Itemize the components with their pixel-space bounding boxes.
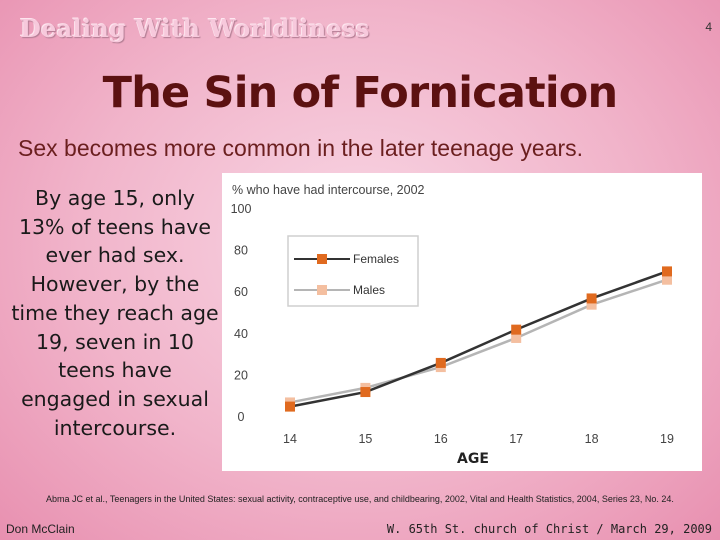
series-line <box>289 270 668 408</box>
page-number: 4 <box>705 20 712 34</box>
data-point <box>285 401 295 412</box>
source-citation: Abma JC et al., Teenagers in the United … <box>46 494 674 504</box>
section-title: Dealing With Worldliness <box>20 14 370 43</box>
data-point <box>586 299 597 310</box>
chart-panel: % who have had intercourse, 2002 0 20 40 60… <box>222 173 702 471</box>
x-tick-label: 14 <box>283 432 297 446</box>
slide-subtitle: Sex becomes more common in the later tee… <box>18 135 584 161</box>
data-point <box>435 357 446 368</box>
legend-box <box>287 235 419 307</box>
data-point <box>662 274 672 285</box>
y-tick-label: 80 <box>234 244 248 258</box>
x-tick-label: 18 <box>585 432 599 446</box>
footer-author: Don McClain <box>6 522 75 536</box>
data-point <box>511 324 522 335</box>
y-tick-label: 40 <box>234 327 248 341</box>
legend-marker <box>317 254 327 264</box>
series-line <box>289 278 668 404</box>
x-tick-label: 15 <box>358 432 372 446</box>
y-tick-label: 100 <box>231 202 252 216</box>
body-text: By age 15, only 13% of teens have ever h… <box>11 186 219 440</box>
y-axis-ticks: 0 20 40 60 80 100 <box>231 202 252 424</box>
line-chart: % who have had intercourse, 2002 0 20 40 60… <box>231 183 674 467</box>
data-point <box>360 387 371 398</box>
x-tick-label: 17 <box>509 432 523 446</box>
x-axis-label: AGE <box>457 451 489 467</box>
slide-title: The Sin of Fornication <box>102 68 618 118</box>
data-point <box>586 293 597 304</box>
y-tick-label: 60 <box>234 285 248 299</box>
chart-legend: Females Males <box>287 235 419 307</box>
y-tick-label: 20 <box>234 368 248 382</box>
x-tick-label: 16 <box>434 432 448 446</box>
x-axis-ticks: 14 15 16 17 18 19 <box>283 432 674 446</box>
data-point <box>511 332 522 343</box>
legend-label: Males <box>353 283 385 297</box>
y-tick-label: 0 <box>238 410 245 424</box>
legend-marker <box>317 285 327 295</box>
x-tick-label: 19 <box>660 432 674 446</box>
chart-title: % who have had intercourse, 2002 <box>232 183 425 197</box>
series-layer <box>285 266 672 412</box>
legend-label: Females <box>353 252 399 266</box>
footer-location-date: W. 65th St. church of Christ / March 29,… <box>386 522 712 536</box>
data-point <box>662 266 672 277</box>
